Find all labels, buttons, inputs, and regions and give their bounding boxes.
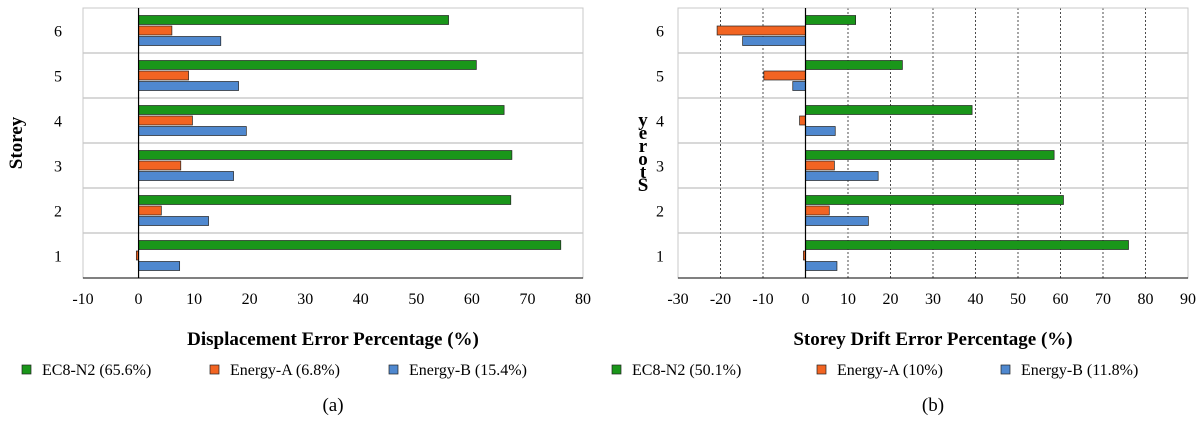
panel-a-caption: (a) — [322, 395, 343, 416]
panel-b-bar-energy-b-storey-1 — [805, 261, 838, 271]
panel-b-legend-label: EC8-N2 (50.1%) — [632, 362, 741, 379]
panel-b-legend-label: Energy-A (10%) — [837, 362, 943, 379]
panel-a-y-tick-label: 5 — [54, 69, 62, 86]
panel-a-bar-energy-b-storey-2 — [138, 216, 209, 226]
panel-b-x-tick-label: 20 — [883, 291, 899, 308]
panel-a-x-axis-label: Displacement Error Percentage (%) — [187, 329, 479, 350]
panel-b-x-tick-label: 80 — [1138, 291, 1154, 308]
panel-b-legend-swatch — [1000, 364, 1011, 375]
panel-a-bar-energy-a-storey-2 — [138, 205, 162, 216]
panel-b-x-tick-label: 70 — [1095, 291, 1111, 308]
panel-b-bar-energy-a-storey-5 — [763, 70, 806, 81]
panel-b-y-tick-label: 1 — [656, 249, 664, 266]
panel-b-y-axis-label-char: o — [638, 149, 648, 170]
panel-a-x-tick-label: 20 — [242, 291, 258, 308]
panel-b-bar-energy-b-storey-6 — [742, 36, 806, 46]
panel-a-x-tick-label: 80 — [575, 291, 591, 308]
panel-b-y-axis-label-char: e — [639, 123, 647, 144]
panel-a-legend-label: EC8-N2 (65.6%) — [42, 362, 151, 379]
panel-a-y-tick-label: 4 — [54, 114, 62, 131]
panel-a-bar-ec8-n2-storey-3 — [138, 150, 513, 160]
panel-b-bar-ec8-n2-storey-1 — [805, 240, 1129, 250]
panel-b-bar-energy-b-storey-3 — [805, 171, 879, 181]
panel-b-bar-energy-a-storey-6 — [716, 25, 806, 36]
panel-a-x-tick-label: 40 — [353, 291, 369, 308]
panel-b-x-tick-label: 40 — [968, 291, 984, 308]
panel-b-x-tick-label: 90 — [1180, 291, 1196, 308]
panel-b-y-tick-label: 3 — [656, 159, 664, 176]
panel-a-x-tick-label: 0 — [135, 291, 143, 308]
panel-a-legend-label: Energy-B (15.4%) — [409, 362, 527, 379]
panel-b-x-tick-label: -10 — [752, 291, 773, 308]
panel-b-bar-ec8-n2-storey-2 — [805, 195, 1064, 205]
panel-b-bar-energy-b-storey-5 — [792, 81, 806, 91]
panel-b-x-axis-label: Storey Drift Error Percentage (%) — [793, 329, 1072, 350]
panel-b-bar-energy-b-storey-2 — [805, 216, 869, 226]
panel-a-bar-ec8-n2-storey-6 — [138, 15, 449, 25]
panel-a-legend-label: Energy-A (6.8%) — [230, 362, 340, 379]
panel-b-x-tick-label: 30 — [925, 291, 941, 308]
panel-a-bar-energy-b-storey-1 — [138, 261, 181, 271]
panel-a-bar-energy-b-storey-5 — [138, 81, 239, 91]
panel-b-caption: (b) — [922, 395, 944, 416]
panel-b-x-tick-label: -20 — [710, 291, 731, 308]
panel-a-y-tick-label: 6 — [54, 24, 62, 41]
panel-a-bar-ec8-n2-storey-5 — [138, 60, 477, 70]
panel-a-bar-energy-b-storey-3 — [138, 171, 234, 181]
panel-b-legend-swatch — [816, 364, 827, 375]
panel-a-x-tick-label: 60 — [464, 291, 480, 308]
panel-a-y-tick-label: 2 — [54, 204, 62, 221]
panel-a-bar-energy-a-storey-4 — [138, 115, 193, 126]
panel-a-bar-energy-a-storey-6 — [138, 25, 173, 36]
panel-b-y-tick-label: 6 — [656, 24, 664, 41]
panel-b-bar-energy-a-storey-4 — [799, 115, 806, 126]
panel-a-legend-swatch — [21, 364, 32, 375]
panel-b-x-tick-label: 50 — [1010, 291, 1026, 308]
panel-b-legend-swatch — [611, 364, 622, 375]
panel-a-bar-ec8-n2-storey-2 — [138, 195, 512, 205]
panel-b-bar-ec8-n2-storey-6 — [805, 15, 857, 25]
panel-b-bar-ec8-n2-storey-3 — [805, 150, 1055, 160]
panel-b-x-tick-label: 10 — [840, 291, 856, 308]
panel-b-y-tick-label: 4 — [656, 114, 664, 131]
panel-b-y-axis-label-char: t — [640, 162, 647, 183]
panel-a-y-tick-label: 1 — [54, 249, 62, 266]
panel-b-y-axis-label-char: S — [638, 175, 649, 196]
panel-a-bar-energy-a-storey-3 — [138, 160, 182, 171]
panel-a-x-tick-label: 10 — [186, 291, 202, 308]
panel-a-x-tick-label: 70 — [519, 291, 535, 308]
panel-a-x-tick-label: -10 — [72, 291, 93, 308]
panel-a-bar-energy-b-storey-6 — [138, 36, 222, 46]
panel-b-x-tick-label: -30 — [667, 291, 688, 308]
panel-b-y-axis-label-char: r — [639, 136, 648, 157]
panel-b-x-tick-label: 0 — [802, 291, 810, 308]
panel-a-y-tick-label: 3 — [54, 159, 62, 176]
panel-a-x-tick-label: 50 — [408, 291, 424, 308]
panel-b-y-tick-label: 5 — [656, 69, 664, 86]
panel-a-bar-energy-a-storey-5 — [138, 70, 189, 81]
panel-b-bar-energy-a-storey-3 — [805, 160, 835, 171]
panel-b-x-tick-label: 60 — [1053, 291, 1069, 308]
panel-a-bar-ec8-n2-storey-4 — [138, 105, 505, 115]
panel-b-bar-energy-a-storey-2 — [805, 205, 830, 216]
panel-b-y-tick-label: 2 — [656, 204, 664, 221]
panel-b-bar-energy-b-storey-4 — [805, 126, 836, 136]
panel-b-legend-label: Energy-B (11.8%) — [1021, 362, 1138, 379]
panel-b-bar-ec8-n2-storey-4 — [805, 105, 973, 115]
panel-a-bar-energy-b-storey-4 — [138, 126, 247, 136]
panel-b-bar-ec8-n2-storey-5 — [805, 60, 903, 70]
panel-a-legend-swatch — [209, 364, 220, 375]
panel-a-y-axis-label: Storey — [6, 116, 27, 169]
panel-b-y-axis-label-char: y — [638, 110, 648, 131]
panel-a-legend-swatch — [388, 364, 399, 375]
panel-a-x-tick-label: 30 — [297, 291, 313, 308]
panel-a-bar-ec8-n2-storey-1 — [138, 240, 562, 250]
